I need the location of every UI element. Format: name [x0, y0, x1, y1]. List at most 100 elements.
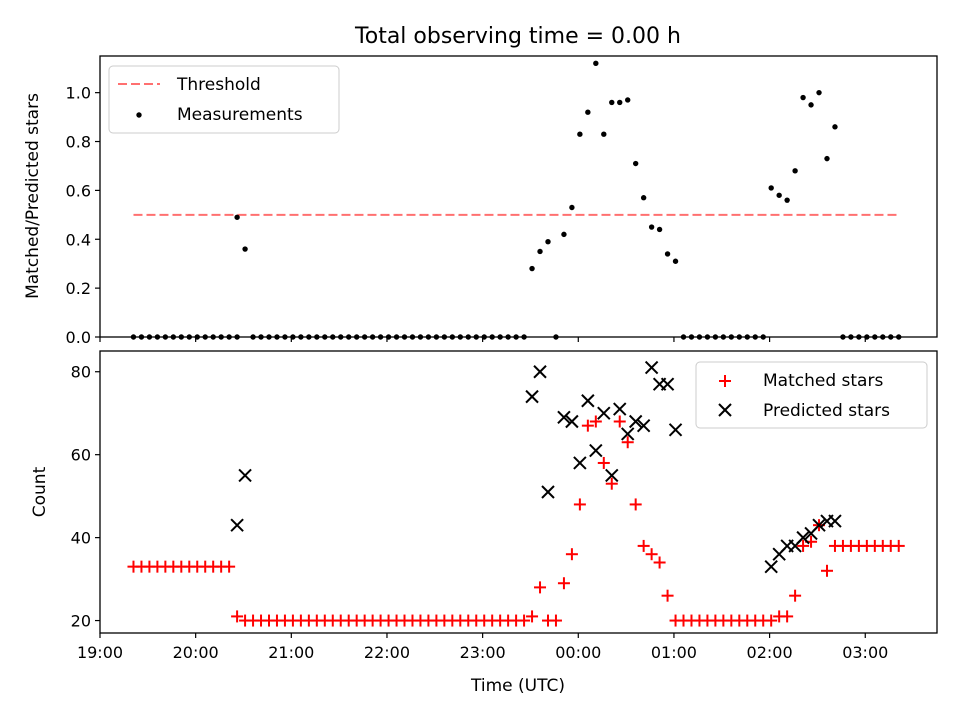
predicted-star-point	[644, 360, 659, 375]
legend-measurements-marker	[136, 112, 142, 118]
measurement-point	[234, 214, 240, 220]
matched-star-point	[526, 610, 539, 623]
bottom-legend: Matched stars Predicted stars	[695, 361, 928, 429]
measurement-point	[632, 160, 639, 167]
measurement-point	[656, 226, 663, 233]
predicted-star-point	[636, 418, 651, 433]
measurement-point	[529, 265, 535, 272]
predicted-star-point	[533, 365, 547, 379]
top-y-axis-label: Matched/Predicted stars	[23, 93, 43, 299]
matched-star-point	[605, 477, 618, 490]
predicted-star-point	[605, 468, 619, 483]
matched-star-point	[645, 548, 658, 561]
matched-star-point	[518, 614, 531, 627]
predicted-star-point	[573, 456, 587, 470]
matched-star-point	[820, 564, 833, 577]
legend-measurements-label: Measurements	[177, 105, 303, 125]
top-plot-area	[130, 60, 902, 340]
measurement-point	[593, 60, 599, 67]
measurement-point	[617, 99, 623, 106]
top-axes-frame	[99, 55, 938, 338]
measurement-point	[768, 185, 774, 191]
bottom-y-tick-label: 40	[71, 529, 91, 548]
predicted-star-point	[541, 485, 555, 499]
predicted-star-point	[589, 443, 603, 458]
x-tick-label: 21:00	[268, 643, 314, 662]
measurement-point	[784, 197, 790, 203]
top-legend: Threshold Measurements	[108, 65, 340, 134]
top-y-tick-label: 0.8	[66, 133, 91, 152]
legend-matched-label: Matched stars	[763, 371, 883, 391]
measurement-point	[792, 168, 798, 174]
predicted-star-point	[621, 427, 635, 441]
x-tick-label: 03:00	[842, 643, 888, 662]
measurement-point	[625, 97, 631, 103]
x-tick-label: 01:00	[651, 643, 697, 662]
measurement-point	[569, 204, 575, 211]
legend-threshold-label: Threshold	[176, 75, 261, 95]
top-y-tick-label: 0.0	[66, 328, 91, 347]
matched-star-point	[557, 577, 570, 590]
matched-star-point	[621, 436, 634, 449]
matched-star-point	[892, 539, 905, 552]
top-y-tick-label: 0.2	[66, 279, 91, 298]
matched-star-point	[581, 419, 594, 432]
measurement-point	[577, 131, 583, 137]
bottom-axes-frame	[99, 350, 938, 634]
measurement-point	[800, 94, 806, 101]
predicted-star-point	[812, 518, 826, 532]
predicted-star-point	[597, 406, 611, 420]
x-tick-label: 02:00	[747, 643, 793, 662]
chart-title: Total observing time = 0.00 h	[354, 24, 681, 49]
top-panel: 0.0 0.2 0.4 0.6 0.8 1.0 Matched/Predicted sta…	[23, 55, 938, 347]
matched-star-point	[534, 581, 547, 594]
matched-star-point	[565, 548, 578, 561]
x-axis-label: Time (UTC)	[470, 676, 565, 696]
matched-star-point	[797, 539, 810, 552]
measurement-point	[816, 89, 822, 96]
predicted-star-point	[565, 414, 579, 429]
x-tick-label: 00:00	[555, 643, 601, 662]
bottom-panel: 20 40 60 80 19:00 20:00 21:00 22:00 23:00 00:00 01…	[30, 350, 938, 696]
predicted-star-point	[628, 414, 643, 429]
matched-star-point	[573, 498, 586, 511]
top-legend-box	[108, 65, 340, 134]
predicted-star-point	[796, 530, 810, 545]
top-y-tick-label: 0.4	[66, 230, 91, 249]
predicted-star-point	[581, 394, 595, 408]
predicted-star-point	[764, 559, 778, 574]
matched-star-point	[781, 610, 794, 623]
predicted-star-point	[557, 410, 571, 425]
x-tick-label: 19:00	[77, 643, 123, 662]
predicted-star-point	[230, 518, 244, 532]
legend-predicted-label: Predicted stars	[763, 401, 890, 421]
legend-matched-marker	[719, 375, 731, 387]
matched-star-point	[661, 589, 674, 602]
measurement-point	[609, 99, 615, 106]
bottom-legend-box	[695, 361, 928, 429]
matched-star-point	[549, 614, 562, 627]
bottom-axis-ticks: 20 40 60 80 19:00 20:00 21:00 22:00 23:00 00:00 01…	[71, 363, 889, 662]
measurement-point	[672, 258, 679, 264]
x-tick-label: 22:00	[364, 643, 410, 662]
matched-star-point	[653, 556, 666, 569]
predicted-star-point	[613, 402, 627, 416]
measurement-point	[601, 131, 607, 137]
legend-predicted-marker	[718, 403, 732, 417]
matched-star-point	[223, 560, 236, 573]
measurement-point	[776, 192, 782, 198]
measurement-point	[242, 246, 248, 252]
predicted-star-point	[828, 514, 842, 528]
x-tick-label: 20:00	[173, 643, 219, 662]
matched-star-point	[597, 456, 610, 469]
bottom-plot-area	[127, 360, 905, 627]
predicted-star-point	[668, 423, 683, 437]
bottom-y-tick-label: 60	[71, 446, 91, 465]
matched-star-point	[613, 415, 626, 428]
top-y-ticks: 0.0 0.2 0.4 0.6 0.8 1.0	[66, 84, 866, 347]
x-tick-label: 23:00	[460, 643, 506, 662]
predicted-star-point	[660, 377, 675, 391]
measurement-point	[664, 251, 671, 257]
measurement-point	[561, 231, 567, 238]
matched-star-point	[231, 610, 244, 623]
